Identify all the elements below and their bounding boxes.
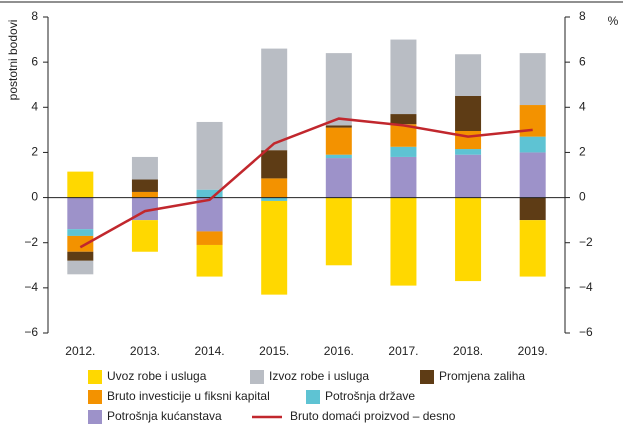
bar-segment xyxy=(261,197,288,201)
legend-label: Uvoz robe i usluga xyxy=(107,369,207,383)
bar-segment xyxy=(67,197,94,230)
bar-segment xyxy=(261,178,288,198)
y-tick-label: 0 xyxy=(31,190,38,204)
bar-segment xyxy=(325,53,352,126)
bar-segment xyxy=(131,191,158,198)
bar-segment xyxy=(455,130,482,150)
bar-segment xyxy=(519,53,546,106)
bar-segment xyxy=(519,136,546,153)
bar-segment xyxy=(325,127,352,155)
y-axis-label: postotni bodovi xyxy=(6,20,20,101)
y2-tick-label: −6 xyxy=(579,325,593,339)
bar-segment xyxy=(519,152,546,198)
bar-segment xyxy=(261,150,288,179)
legend-label: Promjena zaliha xyxy=(439,369,525,383)
legend-swatch xyxy=(420,370,434,384)
bar-segment xyxy=(325,197,352,266)
bar-segment xyxy=(196,189,223,198)
x-tick-label: 2015. xyxy=(259,344,289,358)
x-tick-label: 2014. xyxy=(195,344,225,358)
y-tick-label: 4 xyxy=(31,99,38,113)
legend-swatch xyxy=(88,410,102,424)
y2-tick-label: 8 xyxy=(579,9,586,23)
bar-segment xyxy=(390,146,417,157)
bar-segment xyxy=(131,179,158,192)
bar-segment xyxy=(390,114,417,125)
y-tick-label: 2 xyxy=(31,145,38,159)
bar-segment xyxy=(196,231,223,245)
y-tick-label: −6 xyxy=(24,325,38,339)
y2-axis-label: % xyxy=(608,14,619,28)
bar-segment xyxy=(390,156,417,198)
legend-swatch xyxy=(88,370,102,384)
bar-segment xyxy=(67,260,94,275)
bar-segment xyxy=(519,220,546,277)
bar-segment xyxy=(455,149,482,155)
y2-tick-label: 6 xyxy=(579,54,586,68)
bar-segment xyxy=(196,121,223,190)
bar-segment xyxy=(325,158,352,198)
legend-swatch xyxy=(306,390,320,404)
bar-segment xyxy=(455,54,482,96)
bar-segment xyxy=(261,48,288,151)
y2-tick-label: 4 xyxy=(579,99,586,113)
bar-segment xyxy=(67,235,94,252)
y2-tick-label: −4 xyxy=(579,280,593,294)
y2-tick-label: 0 xyxy=(579,190,586,204)
bar-segment xyxy=(455,197,482,282)
bar-segment xyxy=(390,39,417,115)
bar-segment xyxy=(196,197,223,232)
legend-swatch xyxy=(250,370,264,384)
x-tick-label: 2019. xyxy=(518,344,548,358)
x-tick-label: 2013. xyxy=(130,344,160,358)
x-tick-label: 2016. xyxy=(324,344,354,358)
y2-tick-label: 2 xyxy=(579,145,586,159)
y-tick-label: −2 xyxy=(24,235,38,249)
line-series xyxy=(79,117,533,249)
bar-segment xyxy=(261,200,288,295)
legend-label: Potrošnja države xyxy=(325,389,415,403)
bar-segment xyxy=(325,154,352,159)
y-tick-label: 8 xyxy=(31,9,38,23)
y-tick-label: −4 xyxy=(24,280,38,294)
legend-label: Izvoz robe i usluga xyxy=(269,369,369,383)
bar-segment xyxy=(67,171,94,198)
legend-swatch xyxy=(88,390,102,404)
bar-segment xyxy=(196,244,223,277)
bar-segment xyxy=(519,197,546,221)
x-tick-label: 2012. xyxy=(65,344,95,358)
legend-label: Potrošnja kućanstava xyxy=(107,409,222,423)
legend-label: Bruto investicije u fiksni kapital xyxy=(107,389,270,403)
x-tick-label: 2017. xyxy=(388,344,418,358)
bar-segment xyxy=(67,229,94,236)
bar-segment xyxy=(67,251,94,261)
y-tick-label: 6 xyxy=(31,54,38,68)
y2-tick-label: −2 xyxy=(579,235,593,249)
bar-segment xyxy=(390,124,417,147)
x-tick-label: 2018. xyxy=(453,344,483,358)
bar-segment xyxy=(131,156,158,180)
legend-label: Bruto domaći proizvod – desno xyxy=(290,409,456,423)
bar-segment xyxy=(131,220,158,252)
bar-segment xyxy=(455,154,482,198)
bar-segment xyxy=(455,96,482,131)
bar-segment xyxy=(325,125,352,128)
bar-segment xyxy=(390,197,417,286)
